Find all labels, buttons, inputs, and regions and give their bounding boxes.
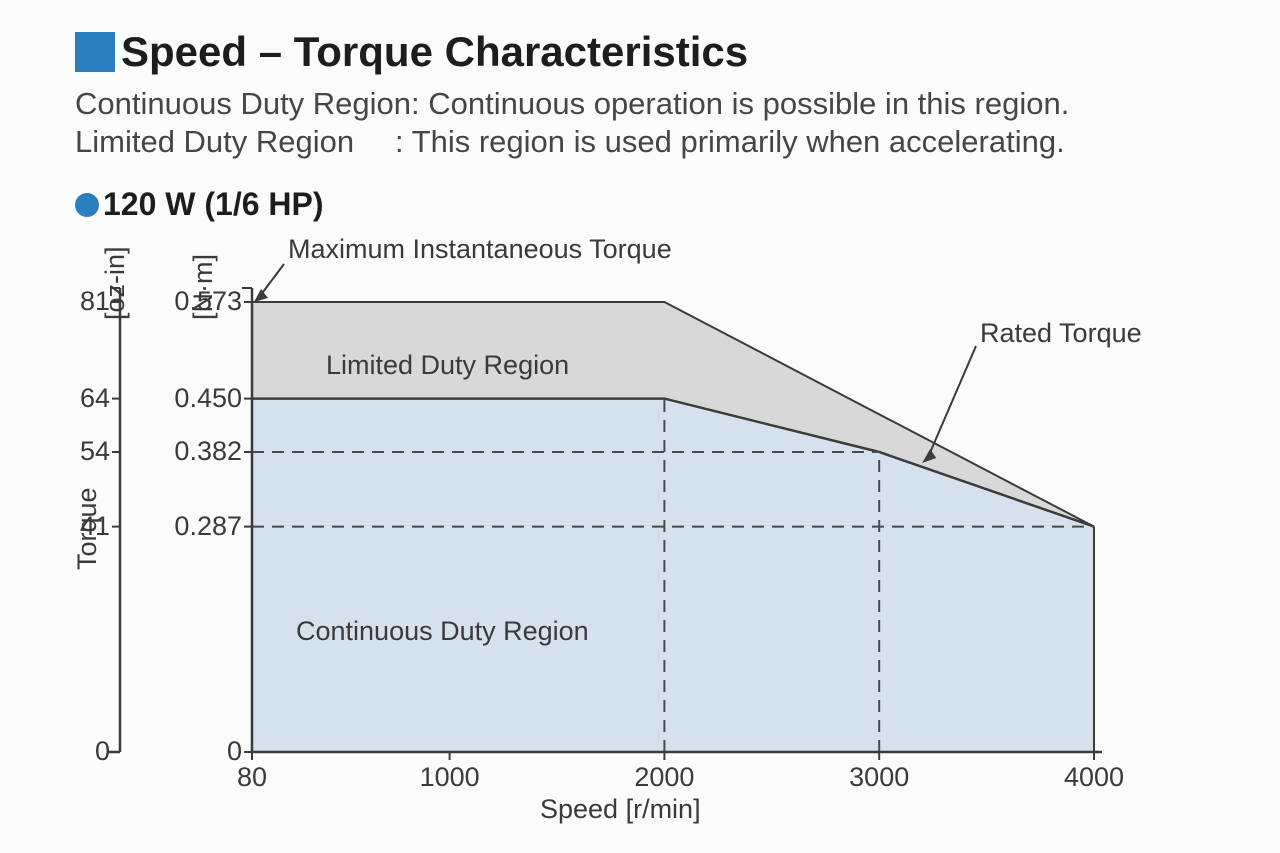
ytick-nm-0.45: 0.450	[162, 383, 242, 414]
xtick-2000: 2000	[634, 762, 694, 793]
xtick-3000: 3000	[849, 762, 909, 793]
xtick-4000: 4000	[1064, 762, 1124, 793]
ytick-ozin-64: 64	[68, 383, 110, 414]
page-root: Speed – Torque Characteristics Continuou…	[0, 0, 1280, 853]
xtick-1000: 1000	[420, 762, 480, 793]
ytick-nm-0: 0	[162, 736, 242, 767]
ytick-ozin-0: 0	[68, 736, 110, 767]
ytick-nm-0.573: 0.573	[162, 286, 242, 317]
callout-rated-torque: Rated Torque	[980, 318, 1142, 349]
x-axis-label: Speed [r/min]	[540, 794, 701, 825]
speed-torque-chart	[0, 0, 1280, 853]
callout-max-torque: Maximum Instantaneous Torque	[288, 234, 672, 265]
label-continuous-region: Continuous Duty Region	[296, 616, 589, 647]
ytick-ozin-54: 54	[68, 436, 110, 467]
ytick-nm-0.287: 0.287	[162, 511, 242, 542]
ytick-nm-0.382: 0.382	[162, 436, 242, 467]
ytick-ozin-41: 41	[68, 511, 110, 542]
xtick-80: 80	[237, 762, 267, 793]
label-limited-region: Limited Duty Region	[326, 350, 569, 381]
ytick-ozin-81: 81	[68, 286, 110, 317]
